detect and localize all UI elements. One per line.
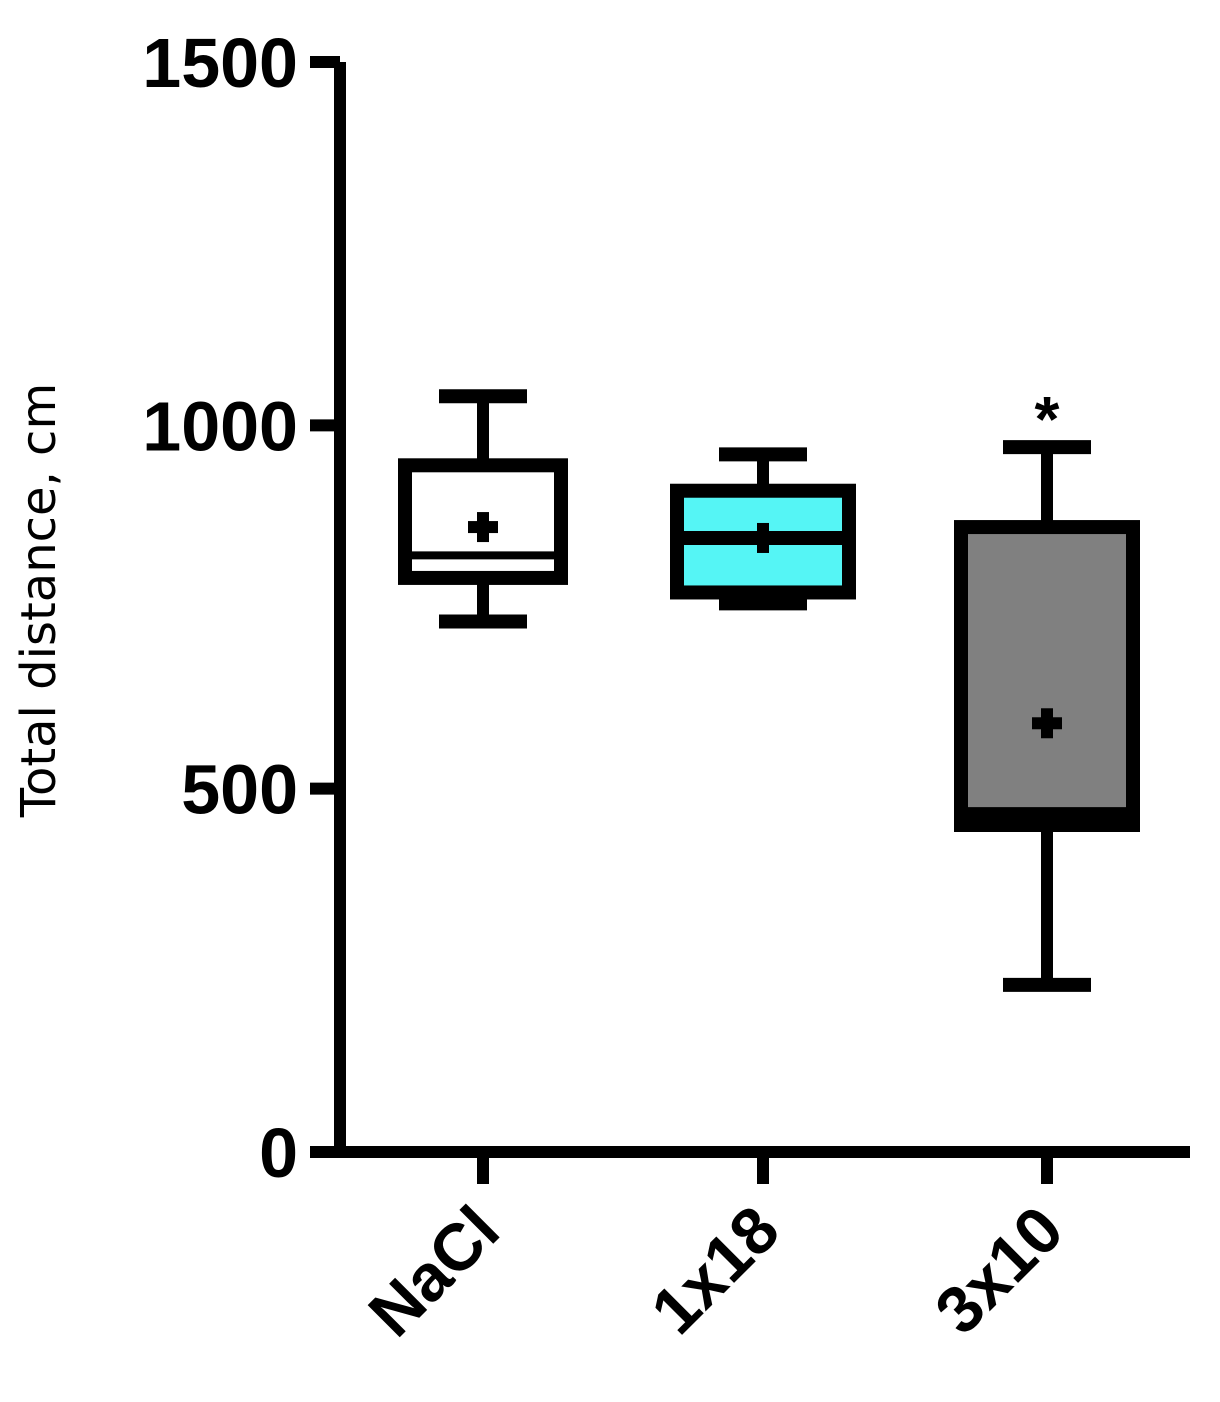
y-axis-ticks: 0 500 1000 1500 bbox=[142, 24, 340, 1192]
mean-marker-v bbox=[757, 522, 769, 553]
box-1x18 bbox=[670, 447, 856, 611]
mean-marker-v bbox=[477, 512, 489, 543]
x-tick-label: 3x10 bbox=[921, 1192, 1077, 1348]
y-tick-label: 500 bbox=[181, 751, 298, 829]
y-tick-label: 0 bbox=[259, 1114, 298, 1192]
box-3x10: * bbox=[954, 383, 1140, 992]
mean-marker-v bbox=[1041, 708, 1053, 739]
significance-annotation: * bbox=[1035, 383, 1060, 455]
x-tick-label: 1x18 bbox=[637, 1192, 793, 1348]
y-axis-label: Total distance, cm bbox=[11, 383, 67, 818]
y-tick-label: 1000 bbox=[142, 387, 298, 465]
box-body bbox=[954, 520, 1140, 832]
box-nacl bbox=[398, 389, 568, 629]
x-axis-ticks: NaCl 1x18 3x10 bbox=[354, 1152, 1077, 1350]
box-series: * bbox=[398, 383, 1140, 992]
y-tick-label: 1500 bbox=[142, 24, 298, 102]
x-tick-label: NaCl bbox=[354, 1192, 513, 1351]
